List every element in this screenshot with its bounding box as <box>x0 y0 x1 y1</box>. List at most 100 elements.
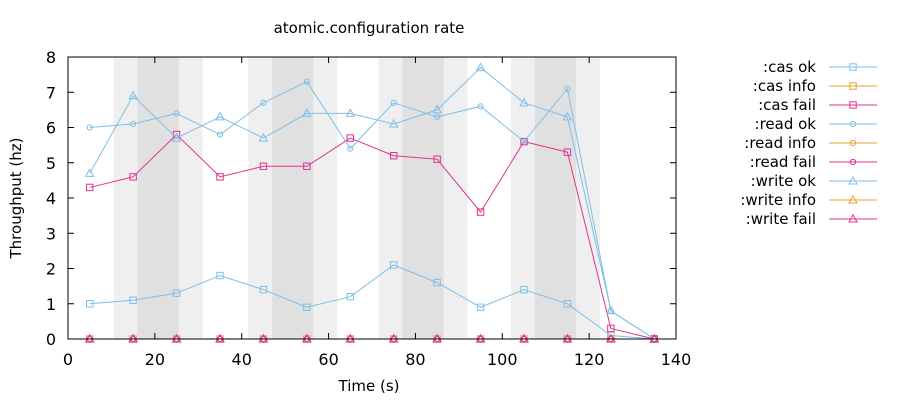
data-point-cas-fail-4 <box>259 162 268 170</box>
legend-item-read-fail: :read fail <box>750 153 877 171</box>
data-point-write-fail-4 <box>258 333 269 343</box>
legend-label-cas-fail: :cas fail <box>758 96 816 114</box>
data-point-write-fail-13 <box>649 333 660 343</box>
x-tick-label-40: 40 <box>232 350 252 369</box>
x-tick-label-20: 20 <box>145 350 165 369</box>
x-tick-label-80: 80 <box>405 350 425 369</box>
legend-label-write-ok: :write ok <box>751 172 817 190</box>
data-point-cas-ok-2 <box>172 289 181 297</box>
legend-item-write-info: :write info <box>740 191 877 209</box>
nemesis-band-inner-0 <box>137 57 179 339</box>
data-point-cas-fail-6 <box>346 134 354 142</box>
y-axis-label: Throughput (hz) <box>7 138 25 260</box>
series-line-cas-ok <box>89 264 655 340</box>
legend-marker-read-ok <box>849 120 857 128</box>
data-point-write-fail-11 <box>562 333 573 343</box>
data-point-write-fail-6 <box>345 333 356 343</box>
data-point-write-ok-11 <box>562 111 573 121</box>
data-point-write-fail-7 <box>388 333 399 343</box>
data-point-cas-fail-0 <box>86 183 94 192</box>
legend-label-read-info: :read info <box>744 134 816 152</box>
data-point-write-fail-3 <box>215 333 225 343</box>
data-point-write-ok-0 <box>84 168 95 177</box>
y-tick-label-2: 2 <box>46 260 56 279</box>
data-point-read-ok-4 <box>260 99 267 106</box>
data-point-cas-ok-0 <box>86 300 94 308</box>
data-point-write-fail-12 <box>606 333 616 343</box>
legend-item-read-ok: :read ok <box>755 115 877 133</box>
legend-label-read-fail: :read fail <box>750 153 816 171</box>
x-tick-label-100: 100 <box>487 350 518 369</box>
legend-item-write-ok: :write ok <box>751 172 877 190</box>
data-point-write-ok-4 <box>258 132 269 142</box>
data-point-write-ok-3 <box>215 111 225 121</box>
data-point-write-ok-12 <box>606 305 616 315</box>
data-point-read-ok-3 <box>216 131 224 138</box>
y-tick-label-4: 4 <box>46 189 56 208</box>
nemesis-band-inner-1 <box>272 57 314 339</box>
y-tick-label-6: 6 <box>46 119 56 138</box>
legend-item-write-fail: :write fail <box>746 210 877 228</box>
data-point-cas-ok-3 <box>216 271 224 280</box>
legend-marker-cas-ok <box>849 63 857 71</box>
data-point-write-ok-10 <box>519 97 529 107</box>
legend-item-cas-ok: :cas ok <box>763 58 877 76</box>
legend-item-cas-info: :cas info <box>753 77 877 95</box>
series-cas-fail <box>86 130 658 343</box>
data-point-write-ok-2 <box>171 132 182 142</box>
axis-ticks: 0 20 40 60 80 100 120 140 0 1 2 3 4 5 6 7 8 <box>46 48 691 369</box>
data-point-cas-fail-12 <box>607 324 615 333</box>
legend-item-read-info: :read info <box>744 134 877 152</box>
data-point-write-ok-9 <box>475 62 486 72</box>
series-line-read-ok <box>89 81 655 340</box>
legend-marker-write-ok <box>848 175 858 185</box>
data-point-cas-ok-4 <box>259 285 268 294</box>
y-tick-label-3: 3 <box>46 224 56 243</box>
data-point-cas-fail-9 <box>476 208 485 216</box>
legend: :cas ok:cas info:cas fail:read ok:read i… <box>740 58 877 228</box>
data-point-read-ok-2 <box>173 110 180 117</box>
data-point-write-fail-2 <box>171 333 182 343</box>
data-point-cas-fail-8 <box>433 155 441 163</box>
data-point-cas-ok-6 <box>346 293 354 301</box>
x-tick-label-140: 140 <box>661 350 692 369</box>
data-point-cas-ok-8 <box>433 278 441 287</box>
legend-label-cas-info: :cas info <box>753 77 816 95</box>
y-tick-label-8: 8 <box>46 48 56 67</box>
y-tick-label-7: 7 <box>46 83 56 102</box>
data-point-write-ok-1 <box>128 90 138 100</box>
legend-marker-read-fail <box>849 158 857 166</box>
data-point-write-ok-5 <box>302 108 312 117</box>
data-point-write-fail-5 <box>302 333 312 343</box>
data-point-read-ok-6 <box>347 145 354 152</box>
legend-marker-read-info <box>849 139 857 147</box>
data-point-cas-fail-1 <box>129 173 137 181</box>
legend-label-cas-ok: :cas ok <box>763 58 816 76</box>
data-point-write-ok-6 <box>345 108 356 117</box>
legend-label-write-info: :write info <box>740 191 816 209</box>
data-point-write-ok-8 <box>432 104 442 114</box>
y-tick-label-5: 5 <box>46 154 56 173</box>
series-line-write-ok <box>89 66 655 340</box>
data-point-cas-fail-3 <box>216 173 224 181</box>
data-point-cas-ok-11 <box>563 300 572 308</box>
data-point-cas-ok-5 <box>303 303 311 311</box>
data-point-read-ok-11 <box>564 85 571 92</box>
data-point-cas-ok-1 <box>129 296 137 304</box>
legend-label-write-fail: :write fail <box>746 210 816 228</box>
series-line-cas-fail <box>89 133 655 340</box>
data-point-cas-ok-7 <box>390 261 398 269</box>
data-point-cas-ok-9 <box>476 303 485 311</box>
data-point-write-fail-0 <box>84 333 95 343</box>
legend-marker-cas-fail <box>849 101 857 109</box>
x-axis-label: Time (s) <box>338 377 400 395</box>
y-tick-label-1: 1 <box>46 295 56 314</box>
legend-item-cas-fail: :cas fail <box>758 96 877 114</box>
data-point-cas-fail-11 <box>563 148 572 156</box>
data-point-cas-ok-10 <box>520 285 528 294</box>
data-point-write-fail-10 <box>519 333 529 343</box>
data-point-read-ok-10 <box>520 138 528 145</box>
legend-marker-cas-info <box>849 82 857 90</box>
data-point-write-fail-1 <box>128 333 138 343</box>
